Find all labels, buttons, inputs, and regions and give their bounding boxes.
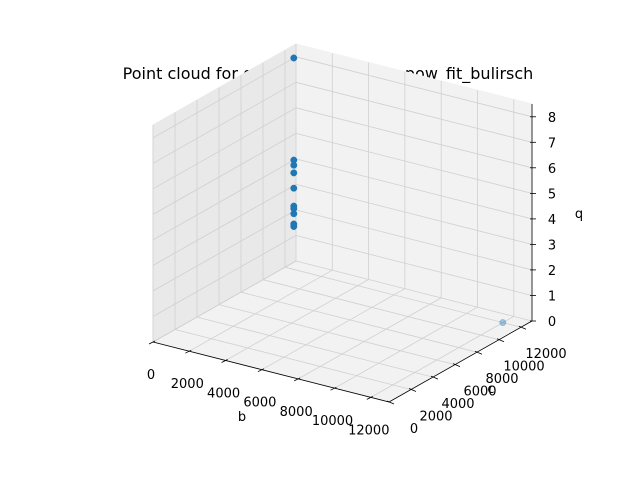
gridline-z-side [152, 81, 297, 164]
z-tick-label: 6 [548, 162, 556, 177]
z-tick-label: 4 [548, 213, 556, 228]
x-tick-label: 0 [147, 368, 155, 383]
z-tick-label: 7 [548, 136, 556, 151]
data-point [290, 54, 298, 62]
x-tick [148, 340, 156, 345]
z-tick-label: 0 [548, 315, 556, 330]
y-tick [518, 325, 527, 330]
gridline-z-back [295, 133, 533, 194]
data-points [290, 54, 507, 327]
y-tick [430, 375, 439, 380]
gridline-z-side [152, 209, 297, 292]
gridline-z-back [295, 184, 533, 245]
x-axis-label: b [238, 410, 246, 425]
z-axis-label: q [575, 207, 583, 222]
data-point [290, 161, 298, 169]
y-axis-label: c [487, 382, 494, 397]
x-tick-label: 2000 [171, 377, 204, 392]
x-tick [221, 359, 228, 363]
gridline-y-floor [284, 266, 522, 328]
y-tick-label: 6000 [463, 385, 496, 400]
data-point [499, 319, 507, 327]
gridline-y-floor [218, 304, 456, 365]
x-tick [366, 396, 373, 400]
data-point [290, 184, 298, 192]
x-tick-label: 4000 [207, 387, 240, 402]
y-tick-label: 8000 [485, 372, 518, 387]
x-tick-label: 6000 [243, 396, 276, 411]
x-tick [257, 368, 265, 373]
z-tick-label: 1 [548, 290, 556, 305]
y-tick-label: 4000 [441, 397, 474, 412]
z-tick-label: 2 [548, 264, 556, 279]
axis-panes [151, 43, 534, 403]
gridline-z-back [295, 235, 533, 296]
gridline-x-floor [370, 316, 514, 398]
gridline-z-side [152, 184, 297, 266]
gridline-x-floor [298, 297, 442, 380]
axis-lines [152, 104, 533, 403]
gridline-y-floor [240, 291, 478, 353]
y-tick-label: 2000 [419, 410, 452, 425]
y-tick [386, 400, 395, 405]
x-tick [294, 377, 301, 382]
gridline-z-side [152, 158, 297, 241]
y-axis-line [388, 320, 533, 403]
y-tick [474, 350, 483, 355]
data-point [290, 223, 298, 230]
z-tick-label: 5 [548, 187, 556, 202]
x-axis-line [152, 341, 390, 403]
z-tick-label: 3 [548, 238, 556, 253]
gridline-z-side [152, 133, 297, 215]
gridline-z-side [152, 107, 297, 190]
gridline-z-back [295, 260, 533, 322]
y-tick-label: 12000 [525, 347, 566, 362]
z-tick-label: 8 [548, 111, 556, 126]
data-point [290, 210, 298, 218]
gridline-y-floor [262, 279, 500, 341]
gridlines [152, 44, 533, 403]
y-tick-label: 10000 [503, 360, 544, 375]
gridline-y-floor [174, 329, 412, 390]
gridline-z-back [295, 107, 533, 169]
gridline-z-back [295, 56, 533, 118]
gridline-x-floor [334, 306, 478, 389]
gridline-x-floor [261, 288, 406, 371]
gridline-x-floor [225, 279, 369, 361]
gridline-z-back [295, 209, 533, 271]
gridline-z-back [295, 158, 533, 220]
y-tick [496, 338, 505, 343]
y-tick [452, 363, 461, 367]
x-tick-label: 8000 [280, 405, 313, 420]
tick-marks [148, 116, 536, 405]
x-tick-label: 10000 [312, 414, 353, 429]
gridline-y-floor [196, 316, 434, 378]
y-tick [408, 388, 417, 392]
gridline-z-side [152, 260, 297, 343]
x-tick [330, 386, 337, 391]
y-tick-label: 0 [410, 422, 418, 437]
gridline-x-floor [189, 269, 333, 352]
data-point [290, 169, 298, 177]
gridline-z-back [295, 81, 533, 143]
x-tick-label: 12000 [348, 423, 389, 438]
x-tick [185, 349, 192, 354]
gridline-z-side [152, 235, 297, 317]
gridline-z-side [152, 56, 297, 139]
